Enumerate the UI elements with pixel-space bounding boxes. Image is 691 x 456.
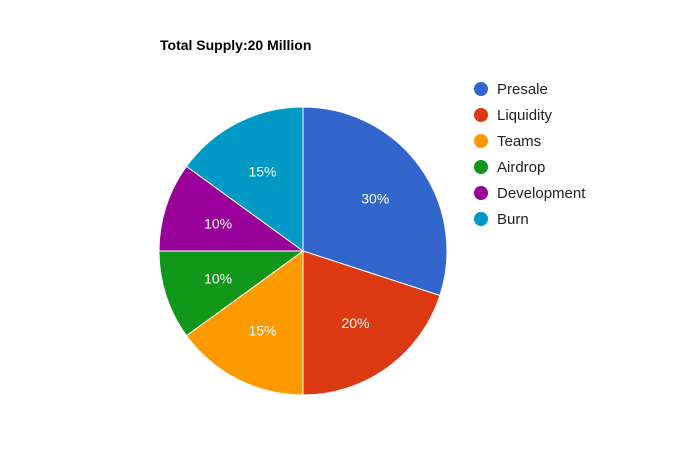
slice-label-presale: 30% bbox=[361, 191, 389, 207]
legend-label: Development bbox=[497, 185, 586, 202]
pie-slice-airdrop[interactable] bbox=[158, 250, 305, 337]
legend-item-liquidity[interactable]: Liquidity bbox=[474, 107, 553, 124]
legend-swatch bbox=[474, 186, 488, 200]
legend-label: Liquidity bbox=[497, 107, 553, 124]
slice-label-teams: 15% bbox=[248, 323, 276, 339]
pie-slice-teams[interactable] bbox=[185, 250, 304, 396]
pie-slices bbox=[158, 106, 448, 396]
legend-label: Teams bbox=[497, 133, 541, 150]
legend-item-teams[interactable]: Teams bbox=[474, 133, 541, 150]
chart-title: Total Supply:20 Million bbox=[160, 37, 312, 53]
pie-slice-liquidity[interactable] bbox=[302, 250, 441, 396]
slice-label-liquidity: 20% bbox=[341, 315, 369, 331]
pie-slice-development[interactable] bbox=[158, 165, 305, 252]
legend-label: Airdrop bbox=[497, 159, 545, 176]
slice-labels: 30% 20% 15% 10% 10% 15% bbox=[204, 163, 389, 338]
pie-slice-presale[interactable] bbox=[302, 106, 448, 297]
slice-label-airdrop: 10% bbox=[204, 271, 232, 287]
legend-item-airdrop[interactable]: Airdrop bbox=[474, 159, 545, 176]
legend-swatch bbox=[474, 134, 488, 148]
legend-label: Burn bbox=[497, 211, 529, 228]
legend-item-burn[interactable]: Burn bbox=[474, 211, 529, 228]
legend-swatch bbox=[474, 212, 488, 226]
legend-swatch bbox=[474, 160, 488, 174]
legend-item-presale[interactable]: Presale bbox=[474, 81, 548, 98]
legend: Presale Liquidity Teams Airdrop Development B… bbox=[474, 81, 586, 228]
legend-swatch bbox=[474, 82, 488, 96]
slice-label-development: 10% bbox=[204, 215, 232, 231]
slice-label-burn: 15% bbox=[248, 163, 276, 179]
legend-label: Presale bbox=[497, 81, 548, 98]
legend-swatch bbox=[474, 108, 488, 122]
pie-slice-burn[interactable] bbox=[185, 106, 304, 252]
legend-item-development[interactable]: Development bbox=[474, 185, 586, 202]
